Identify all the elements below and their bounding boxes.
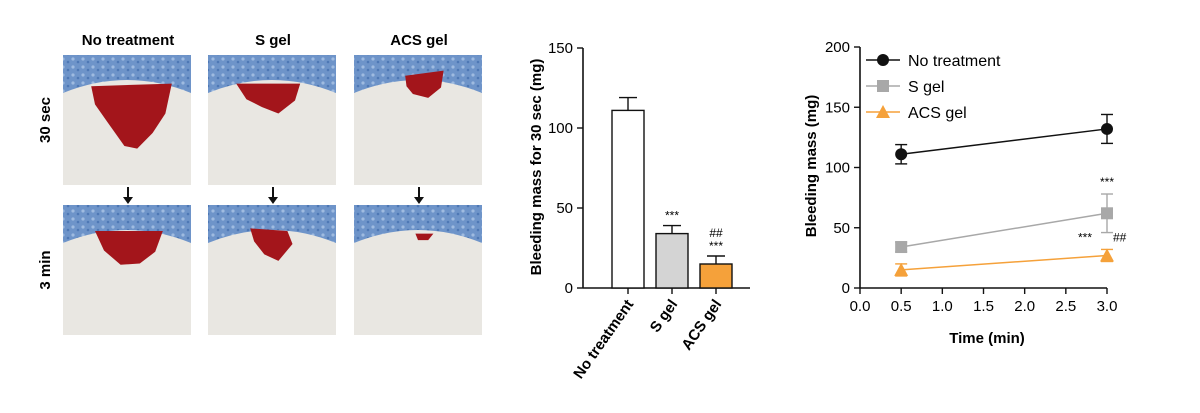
x-tick-label: 0.5 — [891, 298, 912, 315]
photo-column-label: S gel — [255, 32, 291, 49]
legend-entry: S gel — [866, 79, 944, 96]
data-point — [1101, 122, 1113, 135]
down-arrow-icon — [414, 187, 424, 204]
photo-row-label: 3 min — [37, 250, 54, 289]
x-tick-label: 2.5 — [1055, 298, 1076, 315]
x-tick-label: 1.0 — [932, 298, 953, 315]
data-point — [876, 105, 890, 118]
blue-liner — [208, 55, 336, 93]
series-line-acs-gel — [901, 254, 1108, 271]
photo-column-label: No treatment — [82, 32, 175, 49]
series-line-s-gel — [901, 212, 1108, 248]
y-tick-label: 100 — [548, 120, 573, 137]
line-chart: 0 50 100 150 200 0.0 0.5 1.0 1.5 2.0 2.5 3.0 *** ***… — [803, 39, 1127, 347]
data-point — [877, 54, 889, 66]
y-tick-label: 50 — [833, 220, 850, 237]
photo-tile — [208, 55, 336, 185]
significance-marker: ## — [709, 226, 723, 240]
significance-marker: *** — [665, 209, 679, 223]
x-tick-label: ACS gel — [678, 297, 725, 354]
data-point — [1100, 248, 1114, 262]
bar-s-gel — [655, 232, 689, 289]
line-chart-legend: No treatment S gel ACS gel — [866, 53, 1001, 122]
blood-stain — [405, 70, 444, 98]
bar-no-treatment — [611, 109, 645, 289]
blood-stain — [236, 83, 301, 114]
blood-stain — [95, 231, 163, 265]
photo-tile — [63, 205, 191, 335]
photo-tile — [354, 55, 482, 185]
legend-label: No treatment — [908, 53, 1001, 70]
photo-tile — [354, 205, 482, 335]
data-point — [895, 148, 908, 161]
legend-label: ACS gel — [908, 105, 967, 122]
line-chart-y-axis-label: Bleeding mass (mg) — [803, 95, 820, 238]
photo-tile — [63, 55, 191, 185]
down-arrow-icon — [123, 187, 133, 204]
line-chart-x-axis-label: Time (min) — [949, 330, 1025, 347]
data-point — [895, 241, 908, 254]
hemorrhage-photo-panel: No treatment S gel ACS gel 30 sec 3 min — [37, 32, 482, 335]
data-point — [877, 80, 889, 92]
x-tick-label: No treatment — [570, 297, 637, 383]
down-arrow-icon — [268, 187, 278, 204]
legend-entry: No treatment — [866, 53, 1001, 70]
x-tick-label: 1.5 — [973, 298, 994, 315]
y-tick-label: 50 — [556, 200, 573, 217]
legend-label: S gel — [908, 79, 944, 96]
blue-liner — [208, 205, 336, 243]
significance-marker: *** — [1078, 230, 1092, 244]
data-point — [1101, 207, 1113, 220]
y-tick-label: 0 — [565, 280, 573, 297]
blue-liner — [63, 55, 191, 93]
legend-entry: ACS gel — [866, 105, 967, 122]
bar-acs-gel — [699, 263, 733, 289]
blue-liner — [354, 205, 482, 243]
data-point — [894, 262, 909, 276]
series-line-no-treatment — [901, 128, 1108, 155]
significance-marker: *** — [1100, 175, 1114, 189]
y-tick-label: 150 — [825, 99, 850, 116]
x-tick-label: 0.0 — [850, 298, 871, 315]
bar-chart-y-axis-label: Bleeding mass for 30 sec (mg) — [528, 59, 545, 276]
photo-tile — [208, 205, 336, 335]
significance-marker: ## — [1113, 230, 1127, 244]
x-tick-label: 3.0 — [1097, 298, 1118, 315]
photo-column-label: ACS gel — [390, 32, 448, 49]
y-tick-label: 100 — [825, 160, 850, 177]
y-tick-label: 150 — [548, 40, 573, 57]
x-tick-label: S gel — [647, 297, 681, 336]
x-tick-label: 2.0 — [1014, 298, 1035, 315]
blood-stain — [91, 83, 172, 149]
photo-row-label: 30 sec — [37, 97, 54, 143]
blood-stain — [415, 233, 434, 241]
blood-stain — [250, 228, 293, 261]
significance-marker: *** — [709, 239, 723, 253]
y-tick-label: 0 — [842, 280, 850, 297]
blue-liner — [354, 55, 482, 93]
y-tick-label: 200 — [825, 39, 850, 56]
blue-liner — [63, 205, 191, 243]
